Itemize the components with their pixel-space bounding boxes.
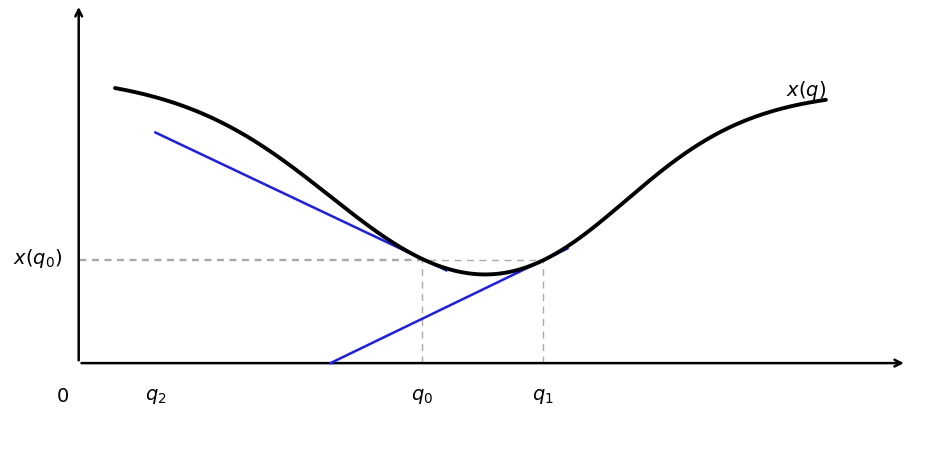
Text: $q_2$: $q_2$ [145, 387, 166, 406]
Text: $q_0$: $q_0$ [411, 387, 433, 406]
Text: $q_1$: $q_1$ [532, 387, 554, 406]
Text: $x(q_0)$: $x(q_0)$ [13, 247, 62, 270]
Text: $0$: $0$ [56, 387, 69, 406]
Text: $x(q)$: $x(q)$ [785, 79, 826, 102]
